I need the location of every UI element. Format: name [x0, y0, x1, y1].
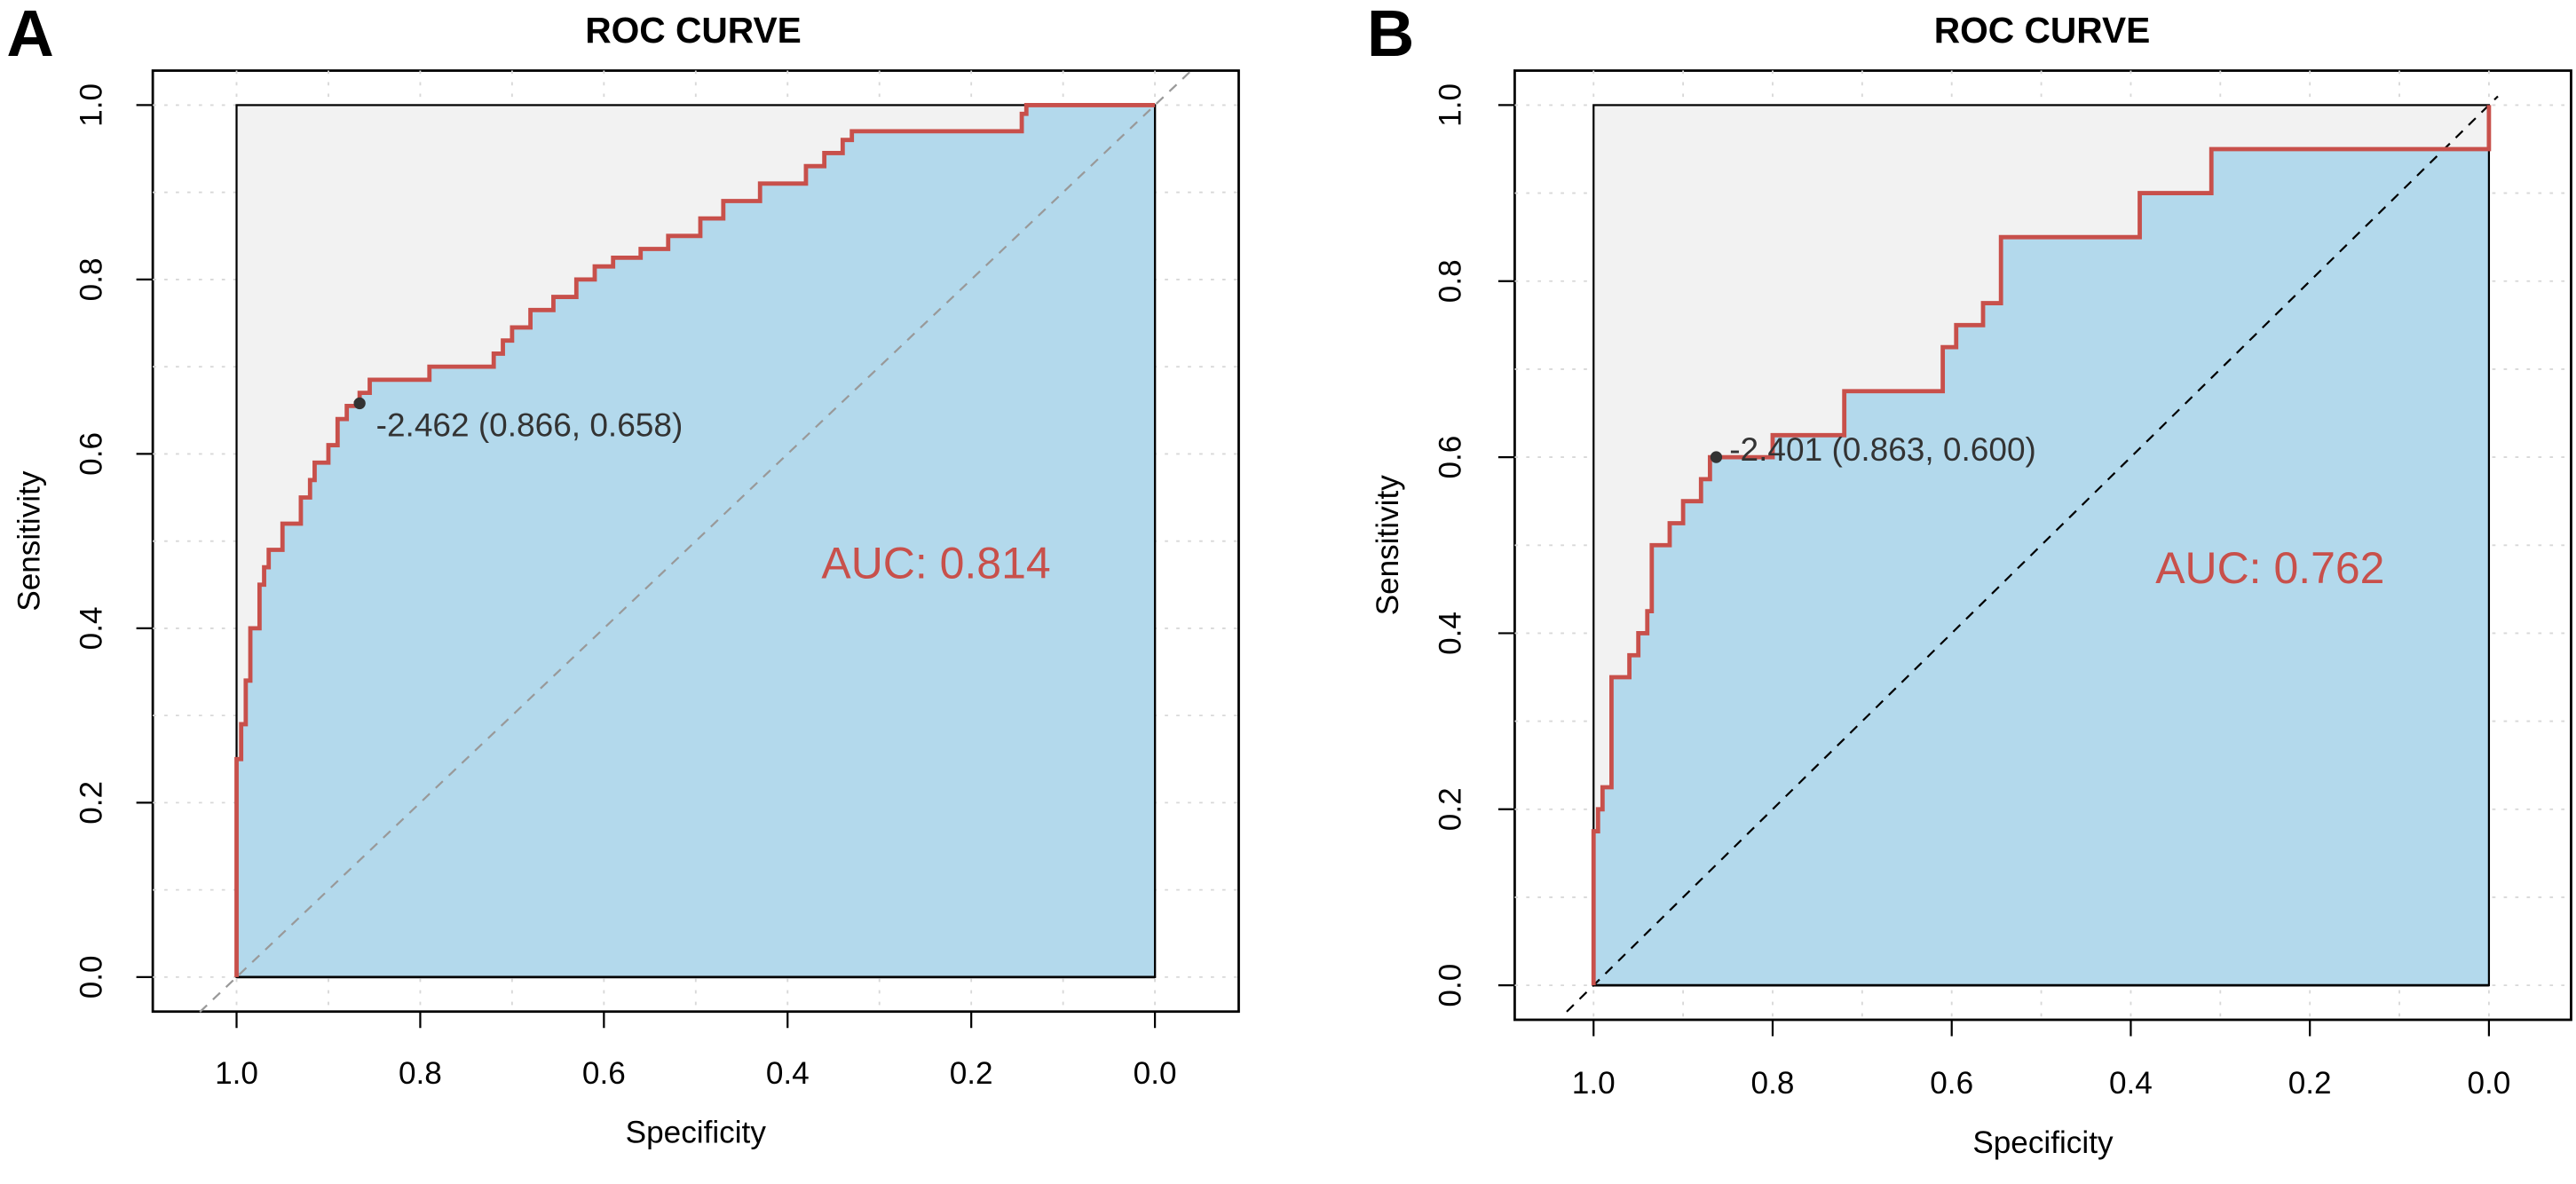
y-tick-label: 0.6: [1433, 436, 1467, 479]
threshold-point: [1710, 451, 1723, 463]
panel-letter: A: [6, 0, 53, 70]
y-axis-label: Sensitivity: [1371, 475, 1405, 616]
y-tick-label: 1.0: [75, 83, 109, 127]
auc-label: AUC: 0.814: [821, 538, 1050, 588]
x-tick-label: 1.0: [1572, 1066, 1616, 1101]
y-tick-label: 0.4: [75, 606, 109, 650]
x-axis-label: Specificity: [1972, 1125, 2114, 1160]
x-tick-label: 0.4: [2109, 1066, 2153, 1101]
y-tick-label: 1.0: [1433, 83, 1467, 127]
roc-curve-line: [1591, 105, 2492, 986]
chance-diagonal: [1566, 95, 2499, 1013]
chart-title: ROC CURVE: [585, 10, 802, 51]
x-tick-label: 0.0: [2467, 1066, 2510, 1101]
x-tick-label: 0.2: [950, 1056, 993, 1091]
x-tick-label: 0.2: [2288, 1066, 2332, 1101]
y-tick-label: 0.0: [1433, 964, 1467, 1007]
x-tick-label: 0.0: [1134, 1056, 1177, 1091]
auc-label: AUC: 0.762: [2155, 543, 2384, 593]
y-tick-label: 0.8: [75, 257, 109, 301]
x-tick-label: 0.8: [1751, 1066, 1795, 1101]
x-tick-label: 0.4: [766, 1056, 810, 1091]
chance-diagonal: [199, 69, 1193, 1013]
chart-title: ROC CURVE: [1934, 10, 2151, 51]
y-tick-label: 0.4: [1433, 612, 1467, 655]
panel-letter: B: [1367, 0, 1414, 70]
roc-curve-line: [234, 103, 1156, 977]
y-tick-label: 0.0: [75, 955, 109, 999]
x-tick-label: 0.8: [399, 1056, 442, 1091]
y-tick-label: 0.2: [75, 781, 109, 825]
x-axis-label: Specificity: [626, 1116, 767, 1150]
y-tick-label: 0.6: [75, 432, 109, 476]
threshold-label: -2.462 (0.866, 0.658): [376, 407, 684, 443]
roc-panel-b: -2.401 (0.863, 0.600) AUC: 0.762 1.0 0.8 0.6…: [1367, 0, 2572, 1160]
threshold-label: -2.401 (0.863, 0.600): [1729, 431, 2036, 468]
x-tick-label: 0.6: [1930, 1066, 1973, 1101]
y-tick-label: 0.8: [1433, 259, 1467, 303]
threshold-point: [353, 397, 366, 410]
x-tick-label: 1.0: [215, 1056, 258, 1091]
y-tick-label: 0.2: [1433, 787, 1467, 831]
roc-panel-a: -2.462 (0.866, 0.658) AUC: 0.814 1.0 0.8 0.6…: [6, 0, 1240, 1150]
y-axis-label: Sensitivity: [12, 470, 46, 612]
x-tick-label: 0.6: [582, 1056, 626, 1091]
